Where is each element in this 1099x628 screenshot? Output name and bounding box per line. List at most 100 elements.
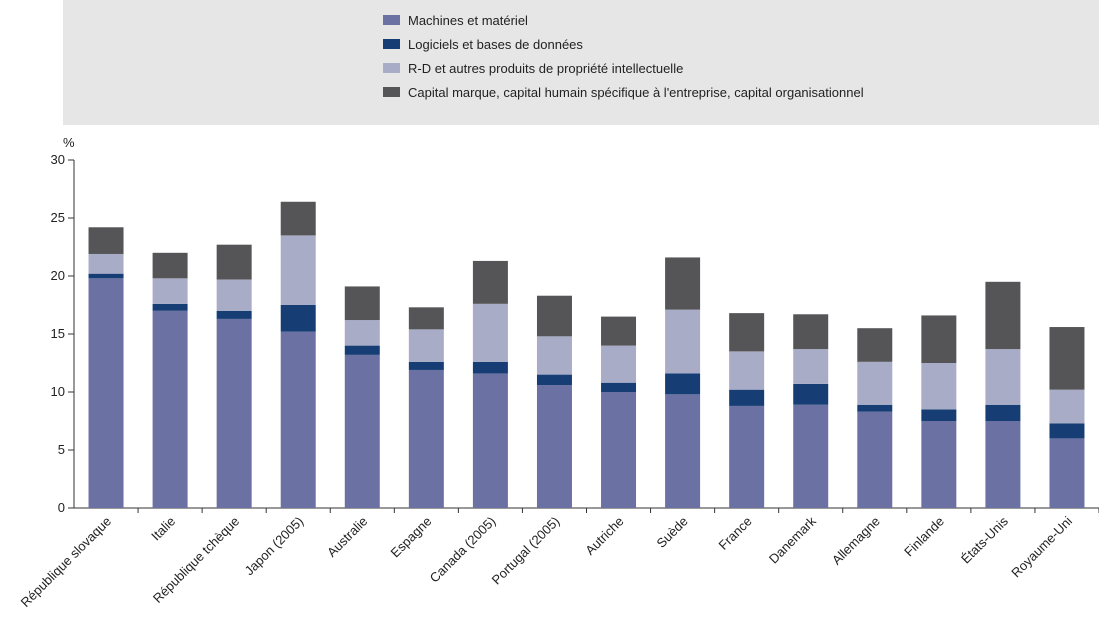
x-tick-label: Finlande [901,514,947,560]
bar-segment [408,307,444,330]
bar-segment [216,310,252,319]
bar-segment [216,279,252,311]
bar-segment [921,421,957,508]
legend-swatch [383,63,400,73]
bar-segment [857,328,893,362]
legend-swatch [383,15,400,25]
bar-segment [280,235,316,305]
bar-segment [344,320,380,346]
bar-segment [216,244,252,280]
legend-panel: Machines et matériel Logiciels et bases … [63,0,1099,125]
bar-segment [152,278,188,304]
bar-segment [985,421,1021,508]
bar-segment [88,278,124,508]
bar-segment [729,313,765,352]
legend-swatch [383,39,400,49]
x-tick-label: États-Unis [958,513,1011,566]
bar-segment [921,409,957,421]
bar-segment [472,303,508,362]
bar-segment [985,349,1021,405]
y-axis-unit-label: % [63,135,75,150]
x-tick-label: Australie [324,514,370,560]
bar-segment [152,303,188,311]
bars [88,201,1085,508]
bar-segment [408,329,444,362]
bar-segment [601,392,637,508]
bar-segment [793,314,829,350]
bar-segment [857,361,893,405]
bar-segment [601,316,637,346]
x-tick-label: Danemark [766,513,819,566]
bar-segment [536,336,572,375]
bar-segment [344,345,380,355]
bar-segment [88,273,124,279]
bar-segment [793,404,829,508]
bar-segment [793,349,829,384]
bar-segment [921,315,957,363]
y-tick-label: 30 [51,152,65,167]
x-tick-label: Espagne [388,514,435,561]
bar-segment [665,257,701,310]
y-tick-label: 0 [58,500,65,515]
bar-segment [729,405,765,508]
legend-item: Logiciels et bases de données [383,32,864,56]
x-tick-label: Japon (2005) [242,514,307,579]
bar-segment [665,309,701,374]
bar-segment [729,389,765,406]
x-tick-label: Allemagne [829,514,883,568]
bar-segment [472,373,508,508]
legend-item: Capital marque, capital humain spécifiqu… [383,80,864,104]
bar-segment [536,295,572,337]
legend-label: Logiciels et bases de données [408,36,583,52]
y-tick-label: 15 [51,326,65,341]
x-tick-label: Royaume-Uni [1008,513,1075,580]
bar-segment [857,404,893,412]
x-tick-label: Italie [148,514,178,544]
bar-segment [1049,438,1085,508]
bar-segment [857,411,893,508]
bar-segment [408,369,444,508]
bar-segment [729,351,765,390]
bar-segment [1049,389,1085,424]
bar-segment [88,253,124,274]
legend-item: Machines et matériel [383,8,864,32]
bar-segment [985,404,1021,421]
bar-segment [1049,423,1085,439]
bar-segment [280,331,316,508]
x-tick-label: République slovaque [18,514,114,610]
bar-segment [1049,327,1085,390]
x-tick-label: Canada (2005) [427,514,499,586]
x-tick-label: Portugal (2005) [489,514,563,588]
bar-segment [408,361,444,370]
bar-segment [216,318,252,508]
legend-item: R-D et autres produits de propriété inte… [383,56,864,80]
y-tick-label: 5 [58,442,65,457]
bar-segment [472,361,508,374]
bar-segment [152,252,188,279]
bar-segment [601,345,637,383]
bar-segment [921,363,957,410]
legend: Machines et matériel Logiciels et bases … [383,8,864,104]
x-tick-label: France [716,514,755,553]
y-tick-label: 25 [51,210,65,225]
y-tick-label: 10 [51,384,65,399]
bar-segment [793,383,829,405]
bar-segment [152,310,188,508]
bar-segment [665,373,701,395]
legend-label: Capital marque, capital humain spécifiqu… [408,84,864,100]
bar-segment [536,385,572,508]
x-tick-label: Autriche [582,514,626,558]
bar-segment [985,281,1021,350]
bar-segment [601,382,637,392]
bar-segment [280,305,316,332]
bar-segment [344,354,380,508]
bar-segment [665,394,701,508]
x-tick-label: Suède [654,514,691,551]
bar-segment [536,374,572,386]
bar-segment [472,260,508,304]
bar-segment [344,286,380,321]
bar-segment [280,201,316,236]
legend-swatch [383,87,400,97]
legend-label: R-D et autres produits de propriété inte… [408,60,684,76]
